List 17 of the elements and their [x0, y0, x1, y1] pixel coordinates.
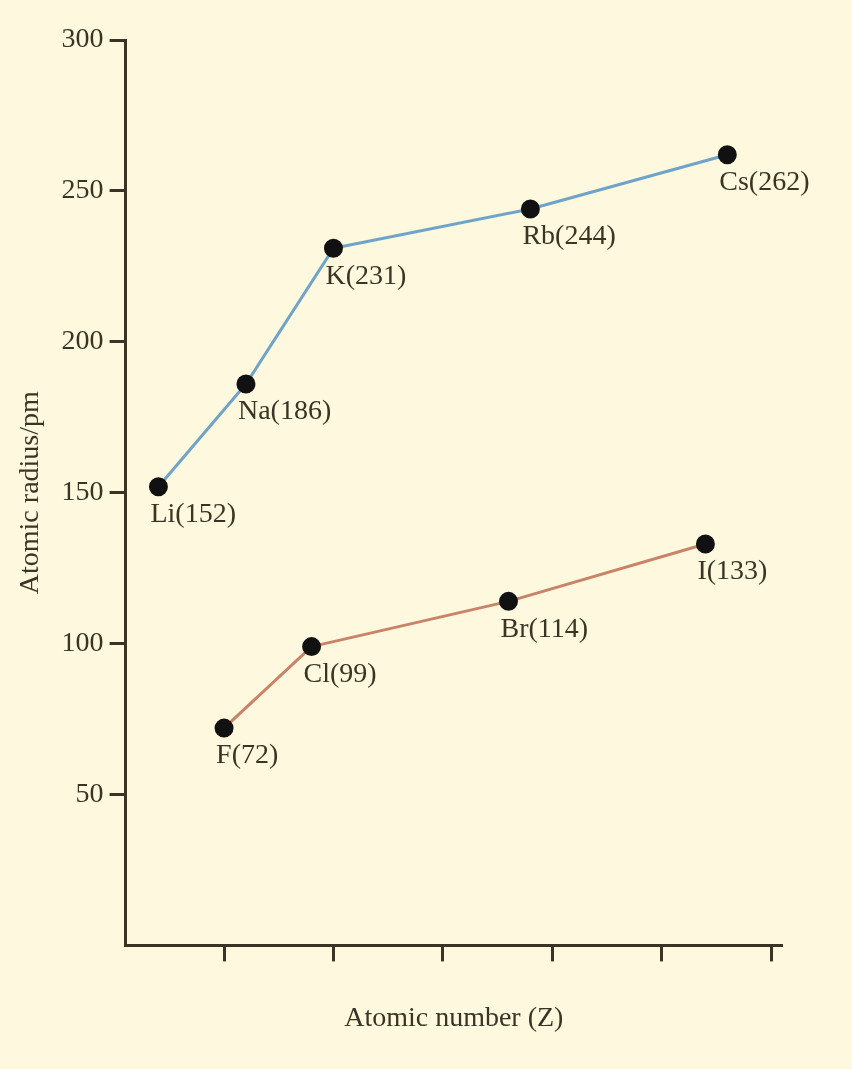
y-tick-label: 300 — [61, 22, 104, 54]
x-axis-title: Atomic number (Z) — [344, 1000, 564, 1032]
data-label: Cs(262) — [719, 165, 810, 197]
y-tick-label: 150 — [61, 475, 104, 507]
data-label: F(72) — [216, 738, 279, 770]
data-label: Na(186) — [237, 394, 332, 426]
y-tick-label: 250 — [61, 173, 104, 205]
y-tick-label: 100 — [61, 625, 104, 657]
y-tick-label: 200 — [61, 324, 104, 356]
data-label: K(231) — [325, 258, 407, 290]
data-label: Li(152) — [150, 497, 236, 529]
y-tick-label: 50 — [75, 776, 104, 808]
data-label: I(133) — [697, 554, 768, 586]
data-label: Br(114) — [500, 611, 589, 643]
data-label: Cl(99) — [303, 656, 377, 688]
data-label: Rb(244) — [522, 219, 616, 251]
y-axis-title: Atomic radius/pm — [13, 391, 45, 595]
